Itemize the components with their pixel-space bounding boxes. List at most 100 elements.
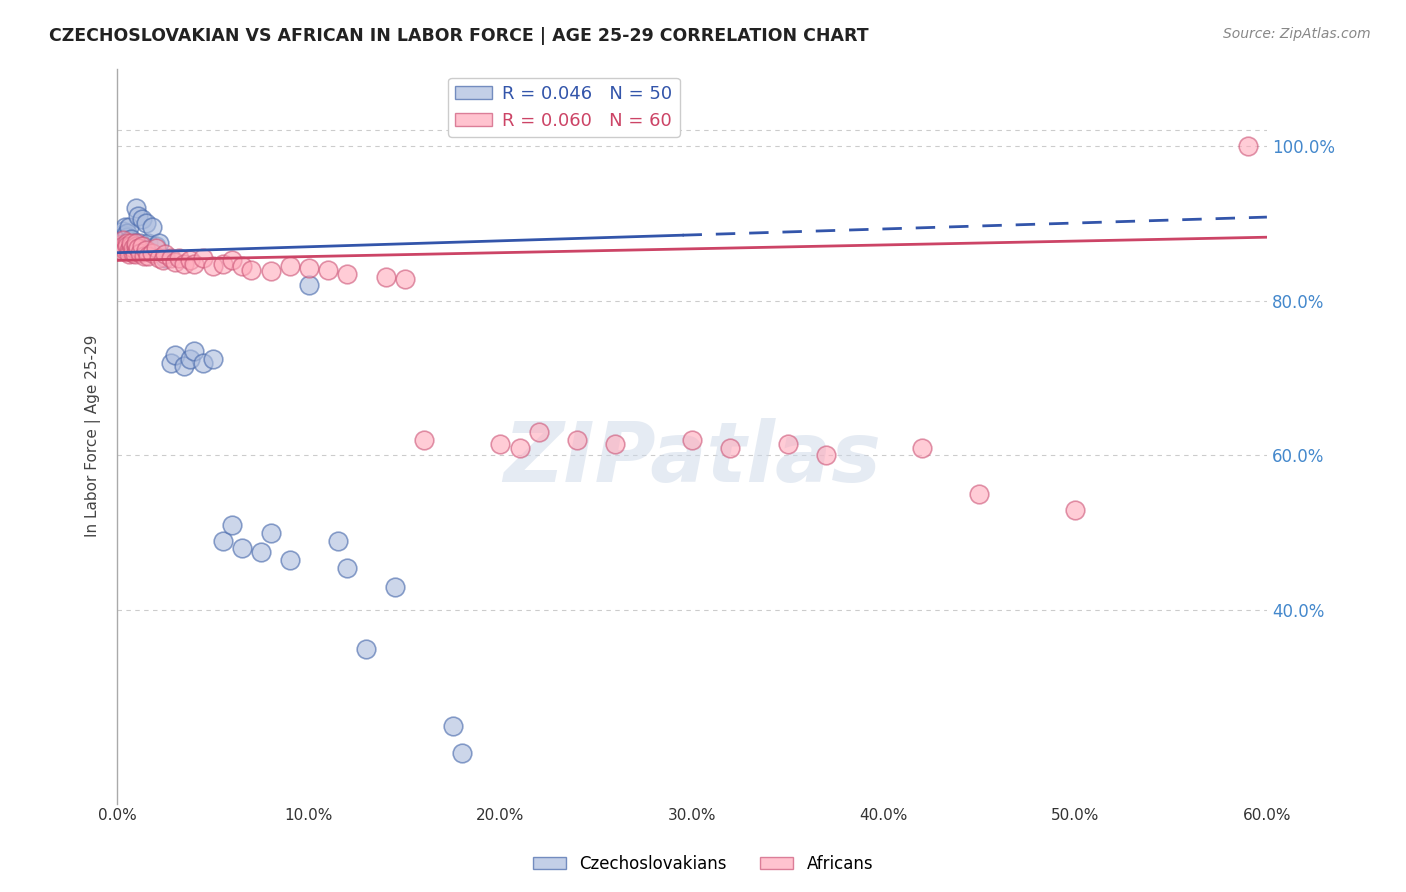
Point	[127, 241, 149, 255]
Point	[231, 541, 253, 556]
Point	[193, 251, 215, 265]
Point	[120, 232, 142, 246]
Point	[118, 220, 141, 235]
Point	[108, 238, 131, 252]
Point	[111, 232, 134, 246]
Point	[231, 259, 253, 273]
Point	[120, 238, 142, 252]
Point	[394, 272, 416, 286]
Point	[153, 251, 176, 265]
Point	[111, 239, 134, 253]
Point	[173, 256, 195, 270]
Point	[527, 425, 550, 440]
Point	[125, 201, 148, 215]
Point	[124, 247, 146, 261]
Point	[127, 209, 149, 223]
Point	[183, 343, 205, 358]
Point	[250, 545, 273, 559]
Point	[148, 235, 170, 250]
Point	[125, 239, 148, 253]
Point	[221, 253, 243, 268]
Point	[111, 224, 134, 238]
Point	[298, 261, 321, 276]
Point	[115, 235, 138, 250]
Point	[120, 235, 142, 250]
Point	[1064, 502, 1087, 516]
Point	[114, 235, 136, 250]
Point	[129, 245, 152, 260]
Point	[118, 244, 141, 258]
Point	[815, 449, 838, 463]
Point	[202, 351, 225, 366]
Point	[111, 239, 134, 253]
Point	[118, 233, 141, 247]
Point	[163, 255, 186, 269]
Point	[115, 230, 138, 244]
Point	[1236, 139, 1258, 153]
Point	[131, 212, 153, 227]
Point	[183, 256, 205, 270]
Point	[115, 226, 138, 240]
Point	[167, 251, 190, 265]
Point	[911, 441, 934, 455]
Point	[108, 232, 131, 246]
Point	[681, 433, 703, 447]
Point	[121, 241, 143, 255]
Point	[163, 348, 186, 362]
Point	[374, 270, 396, 285]
Point	[148, 251, 170, 265]
Point	[135, 244, 157, 258]
Point	[132, 239, 155, 253]
Point	[509, 441, 531, 455]
Point	[316, 262, 339, 277]
Point	[120, 239, 142, 253]
Legend: Czechoslovakians, Africans: Czechoslovakians, Africans	[526, 848, 880, 880]
Point	[160, 355, 183, 369]
Point	[259, 264, 281, 278]
Point	[412, 433, 434, 447]
Point	[179, 253, 201, 268]
Point	[193, 355, 215, 369]
Point	[115, 239, 138, 253]
Point	[160, 251, 183, 265]
Point	[565, 433, 588, 447]
Point	[125, 235, 148, 250]
Point	[326, 533, 349, 548]
Point	[114, 227, 136, 242]
Point	[441, 719, 464, 733]
Point	[173, 359, 195, 374]
Point	[221, 518, 243, 533]
Text: Source: ZipAtlas.com: Source: ZipAtlas.com	[1223, 27, 1371, 41]
Point	[125, 239, 148, 253]
Point	[114, 244, 136, 258]
Point	[776, 437, 799, 451]
Point	[356, 641, 378, 656]
Point	[211, 533, 233, 548]
Point	[124, 235, 146, 250]
Point	[153, 247, 176, 261]
Point	[605, 437, 627, 451]
Point	[298, 278, 321, 293]
Point	[132, 249, 155, 263]
Point	[110, 244, 132, 258]
Point	[211, 256, 233, 270]
Point	[141, 220, 163, 235]
Point	[135, 216, 157, 230]
Point	[121, 241, 143, 255]
Point	[259, 525, 281, 540]
Point	[152, 253, 174, 268]
Point	[336, 267, 359, 281]
Text: CZECHOSLOVAKIAN VS AFRICAN IN LABOR FORCE | AGE 25-29 CORRELATION CHART: CZECHOSLOVAKIAN VS AFRICAN IN LABOR FORC…	[49, 27, 869, 45]
Point	[118, 247, 141, 261]
Point	[278, 553, 301, 567]
Point	[384, 580, 406, 594]
Point	[202, 259, 225, 273]
Point	[145, 239, 167, 253]
Point	[110, 235, 132, 250]
Point	[969, 487, 991, 501]
Point	[489, 437, 512, 451]
Point	[141, 245, 163, 260]
Point	[114, 220, 136, 235]
Point	[136, 235, 159, 250]
Point	[111, 233, 134, 247]
